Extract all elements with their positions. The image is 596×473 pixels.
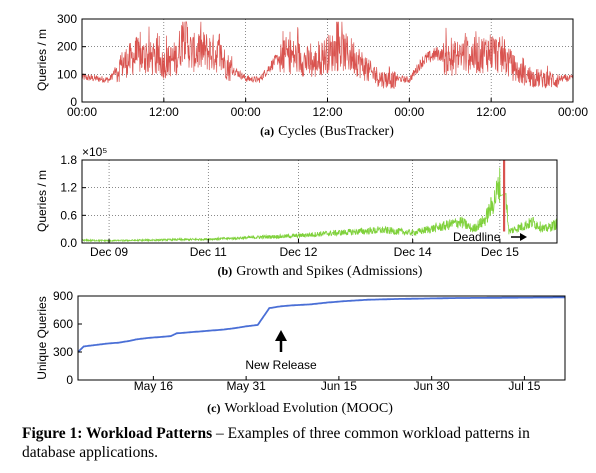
a-x-tick-label: 00:00 xyxy=(558,105,588,119)
a-x-tick-label: 00:00 xyxy=(394,105,424,119)
b-x-ticks: Dec 09 Dec 11 Dec 12 Dec 14 Dec 15 xyxy=(90,239,519,259)
c-y-tick-label: 600 xyxy=(53,317,73,331)
c-x-tick-label: May 16 xyxy=(134,379,174,393)
a-caption-label: (a) xyxy=(260,124,274,138)
a-y-ticks: 0 100 200 300 xyxy=(57,12,86,109)
b-caption-label: (b) xyxy=(218,264,233,278)
a-x-tick-label: 00:00 xyxy=(231,105,261,119)
a-y-tick-label: 0 xyxy=(70,95,77,109)
b-deadline-label: Deadline xyxy=(453,230,501,244)
b-y-tick-label: 0.0 xyxy=(60,236,77,250)
figure-caption-text: – Examples of three common workload patt… xyxy=(22,425,530,461)
c-release-arrow-head xyxy=(275,330,287,341)
b-x-tick-label: Dec 11 xyxy=(190,245,227,259)
c-y-tick-label: 0 xyxy=(66,373,73,387)
c-caption-label: (c) xyxy=(207,401,220,415)
a-y-tick-label: 200 xyxy=(57,40,77,54)
b-x-tick-label: Dec 12 xyxy=(279,245,317,259)
c-y-tick-label: 300 xyxy=(53,345,73,359)
c-caption-text: Workload Evolution (MOOC) xyxy=(224,401,393,416)
a-y-tick-label: 100 xyxy=(57,67,77,81)
a-y-tick-label: 300 xyxy=(57,12,77,26)
c-x-tick-label: Jun 30 xyxy=(414,379,450,393)
b-caption: (b) Growth and Spikes (Admissions) xyxy=(218,264,423,279)
b-y-tick-label: 1.8 xyxy=(60,153,77,167)
a-x-tick-label: 00:00 xyxy=(67,105,97,119)
c-caption: (c) Workload Evolution (MOOC) xyxy=(207,401,393,416)
c-series-line xyxy=(77,296,565,353)
a-x-tick-label: 12:00 xyxy=(149,105,179,119)
panel-a: 0 100 200 300 00:00 12:00 00:00 12:00 00:00 12:0… xyxy=(35,12,588,139)
a-caption: (a) Cycles (BusTracker) xyxy=(260,124,394,139)
b-x-tick-label: Dec 14 xyxy=(394,245,432,259)
a-x-tick-label: 12:00 xyxy=(312,105,342,119)
a-y-label: Queries / m xyxy=(35,29,49,91)
c-y-ticks: 0 300 600 900 xyxy=(53,289,82,387)
b-y-ticks: 0.0 0.6 1.2 1.8 xyxy=(60,153,86,250)
a-series-line xyxy=(81,21,574,89)
c-x-ticks: May 16 May 31 Jun 15 Jun 30 Jul 15 xyxy=(134,376,541,393)
b-x-tick-label: Dec 09 xyxy=(90,245,128,259)
b-y-tick-label: 0.6 xyxy=(60,208,77,222)
a-gridlines xyxy=(81,18,574,103)
panel-b: 0.00.61.21.8 Dec 09 Dec 11 Dec 12 Dec 14 Dec… xyxy=(35,145,558,279)
c-axes-frame xyxy=(77,295,566,381)
b-y-label: Queries / m xyxy=(35,170,49,232)
a-x-tick-label: 12:00 xyxy=(476,105,506,119)
c-x-tick-label: Jul 15 xyxy=(508,379,540,393)
b-axes-frame xyxy=(81,159,558,244)
b-y-multiplier: ×10⁵ xyxy=(82,145,107,159)
b-deadline-arrow-head xyxy=(520,233,527,241)
c-x-tick-label: May 31 xyxy=(226,379,266,393)
b-series-line xyxy=(81,167,558,243)
c-release-label: New Release xyxy=(245,358,317,372)
a-series xyxy=(81,21,574,89)
b-y-tick-label: 1.2 xyxy=(60,181,77,195)
figure-caption: Figure 1: Workload Patterns – Examples o… xyxy=(22,424,582,462)
b-x-tick-label: Dec 15 xyxy=(481,245,519,259)
a-x-ticks: 00:00 12:00 00:00 12:00 00:00 12:00 00:00 xyxy=(67,98,588,119)
c-y-label: Unique Queries xyxy=(35,296,49,379)
panel-c: 0 300 600 900 May 16 May 31 Jun 15 Jun 30 Jul 1… xyxy=(35,289,566,416)
a-caption-text: Cycles (BusTracker) xyxy=(278,124,394,139)
c-y-tick-label: 900 xyxy=(53,289,73,303)
figure-caption-lead: Figure 1: Workload Patterns xyxy=(22,425,213,442)
b-series xyxy=(81,160,558,243)
b-caption-text: Growth and Spikes (Admissions) xyxy=(236,264,423,279)
c-series xyxy=(77,296,565,353)
c-x-tick-label: Jun 15 xyxy=(321,379,357,393)
